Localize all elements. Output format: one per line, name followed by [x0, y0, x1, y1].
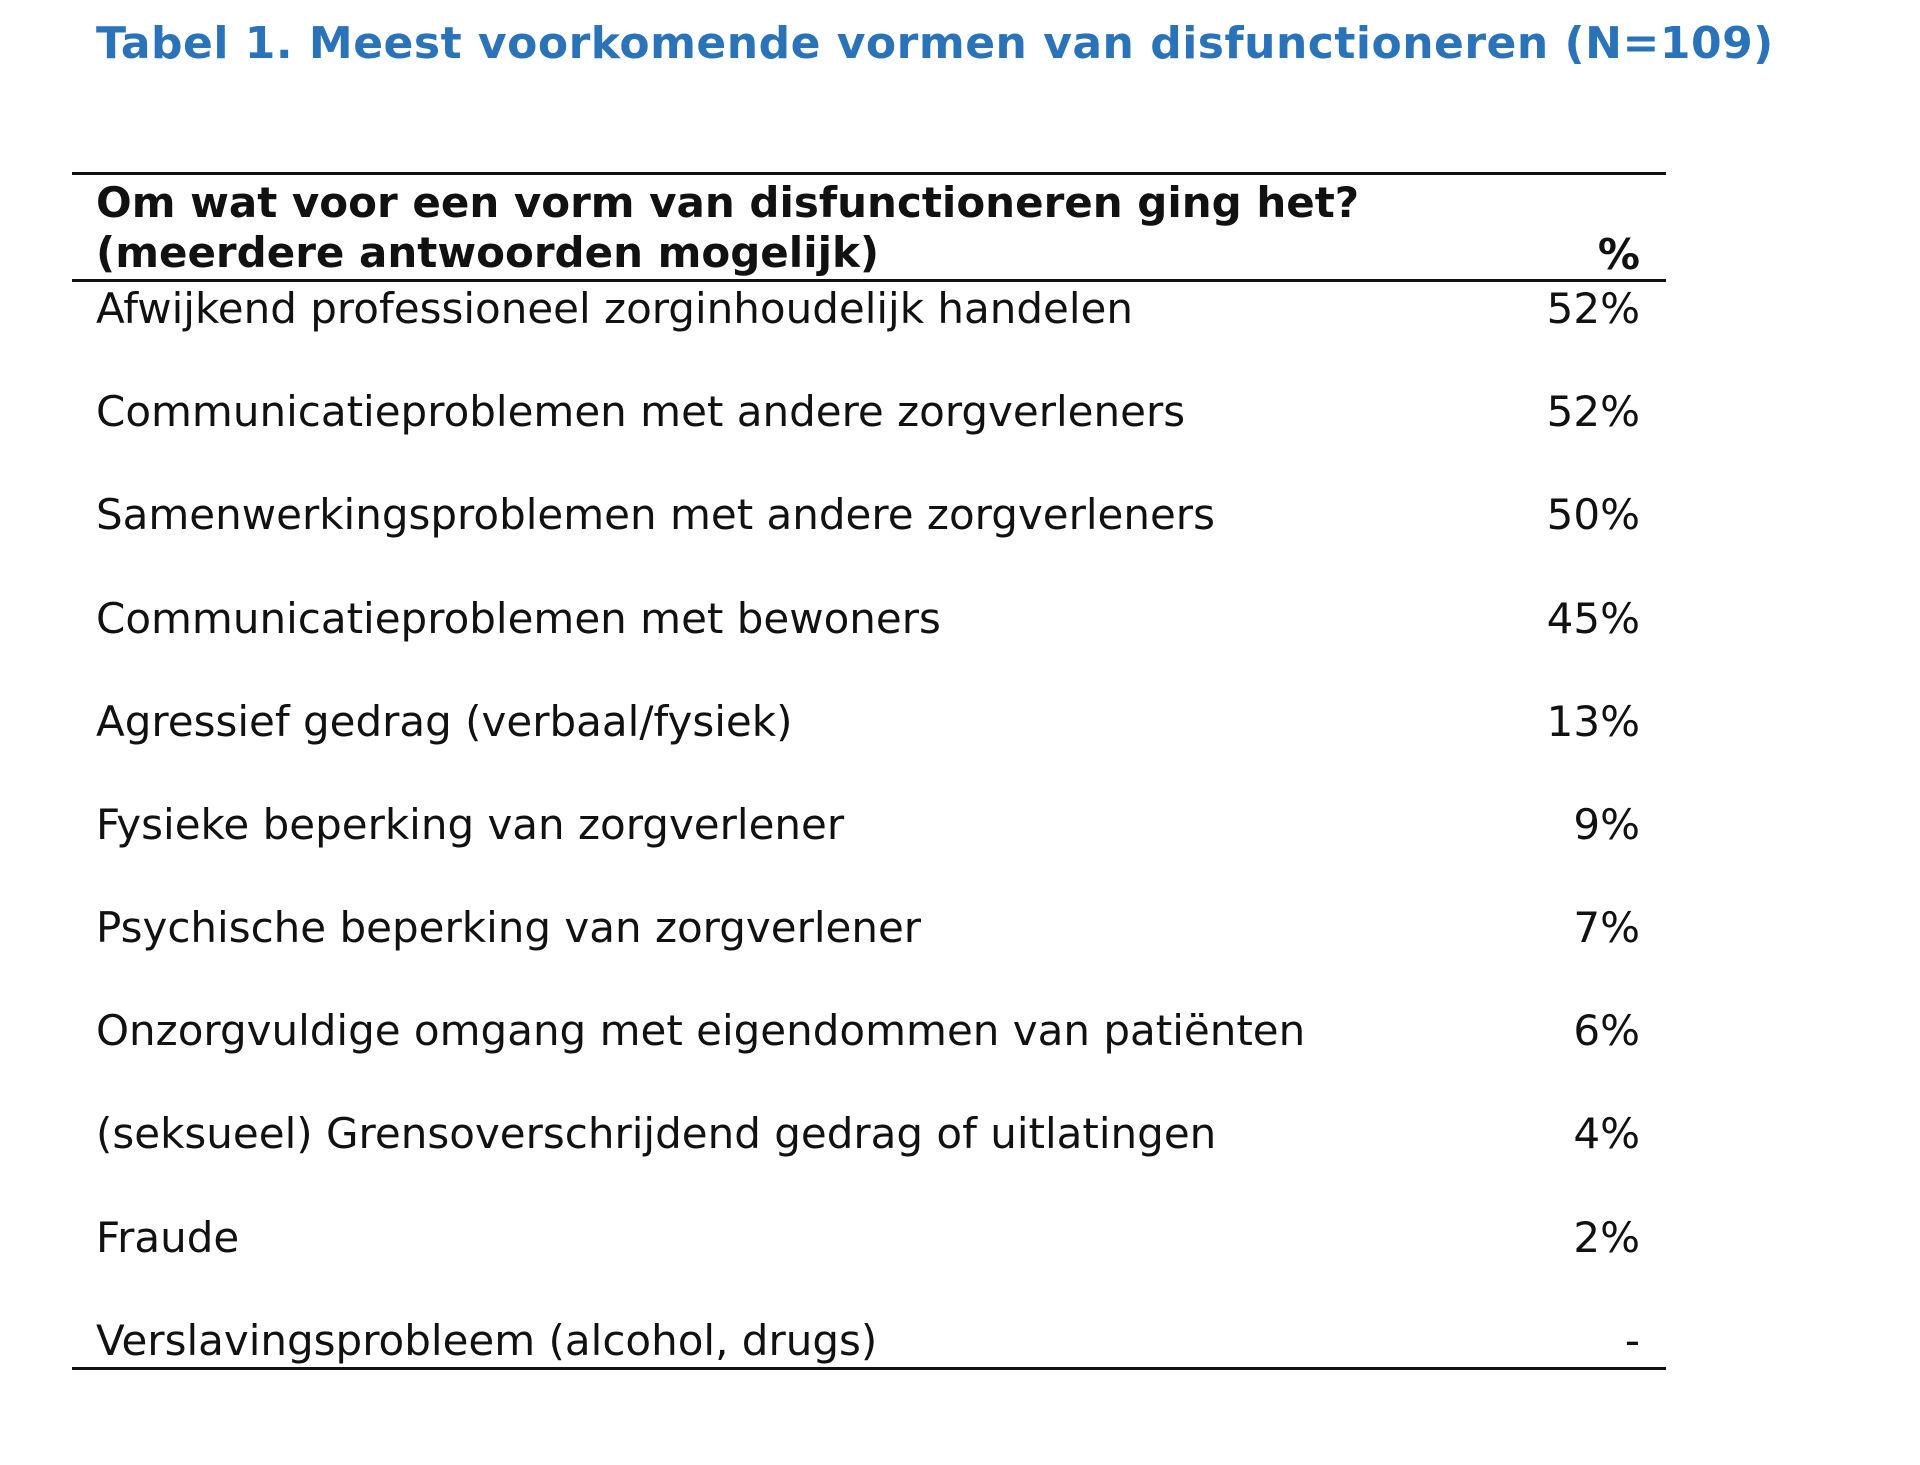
table-row: Communicatieproblemen met andere zorgver…: [72, 387, 1666, 437]
row-label: (seksueel) Grensoverschrijdend gedrag of…: [96, 1109, 1217, 1158]
column-header-percent: %: [1597, 230, 1640, 279]
table-row: Samenwerkingsproblemen met andere zorgve…: [72, 490, 1666, 540]
row-value: 9%: [1573, 800, 1640, 849]
table-row: Communicatieproblemen met bewoners 45%: [72, 594, 1666, 644]
table-row: Verslavingsprobleem (alcohol, drugs) -: [72, 1316, 1666, 1366]
header-question-line1: Om wat voor een vorm van disfunctioneren…: [96, 178, 1360, 227]
table-row: Fysieke beperking van zorgverlener 9%: [72, 800, 1666, 850]
table-row: Onzorgvuldige omgang met eigendommen van…: [72, 1006, 1666, 1056]
row-value: -: [1624, 1316, 1640, 1365]
row-value: 52%: [1546, 387, 1640, 436]
row-label: Communicatieproblemen met andere zorgver…: [96, 387, 1186, 436]
table-row: Fraude 2%: [72, 1213, 1666, 1263]
row-label: Samenwerkingsproblemen met andere zorgve…: [96, 490, 1215, 539]
table-row: Afwijkend professioneel zorginhoudelijk …: [72, 284, 1666, 334]
row-value: 4%: [1573, 1109, 1640, 1158]
row-value: 6%: [1573, 1006, 1640, 1055]
row-label: Agressief gedrag (verbaal/fysiek): [96, 697, 793, 746]
table-bottom-rule: [72, 1367, 1666, 1370]
table-row: Agressief gedrag (verbaal/fysiek) 13%: [72, 697, 1666, 747]
header-separator-rule: [72, 279, 1666, 282]
row-label: Communicatieproblemen met bewoners: [96, 594, 941, 643]
row-label: Fraude: [96, 1213, 240, 1262]
row-value: 7%: [1573, 903, 1640, 952]
row-value: 52%: [1546, 284, 1640, 333]
table-row: Psychische beperking van zorgverlener 7%: [72, 903, 1666, 953]
column-header-question: Om wat voor een vorm van disfunctioneren…: [96, 178, 1359, 278]
row-label: Psychische beperking van zorgverlener: [96, 903, 922, 952]
table-top-rule: [72, 172, 1666, 175]
header-question-line2: (meerdere antwoorden mogelijk): [96, 228, 880, 277]
row-value: 2%: [1573, 1213, 1640, 1262]
row-value: 45%: [1546, 594, 1640, 643]
table-title: Tabel 1. Meest voorkomende vormen van di…: [96, 18, 1774, 69]
row-value: 13%: [1546, 697, 1640, 746]
table-row: (seksueel) Grensoverschrijdend gedrag of…: [72, 1109, 1666, 1159]
row-label: Afwijkend professioneel zorginhoudelijk …: [96, 284, 1133, 333]
row-label: Fysieke beperking van zorgverlener: [96, 800, 845, 849]
row-value: 50%: [1546, 490, 1640, 539]
row-label: Onzorgvuldige omgang met eigendommen van…: [96, 1006, 1306, 1055]
row-label: Verslavingsprobleem (alcohol, drugs): [96, 1316, 878, 1365]
